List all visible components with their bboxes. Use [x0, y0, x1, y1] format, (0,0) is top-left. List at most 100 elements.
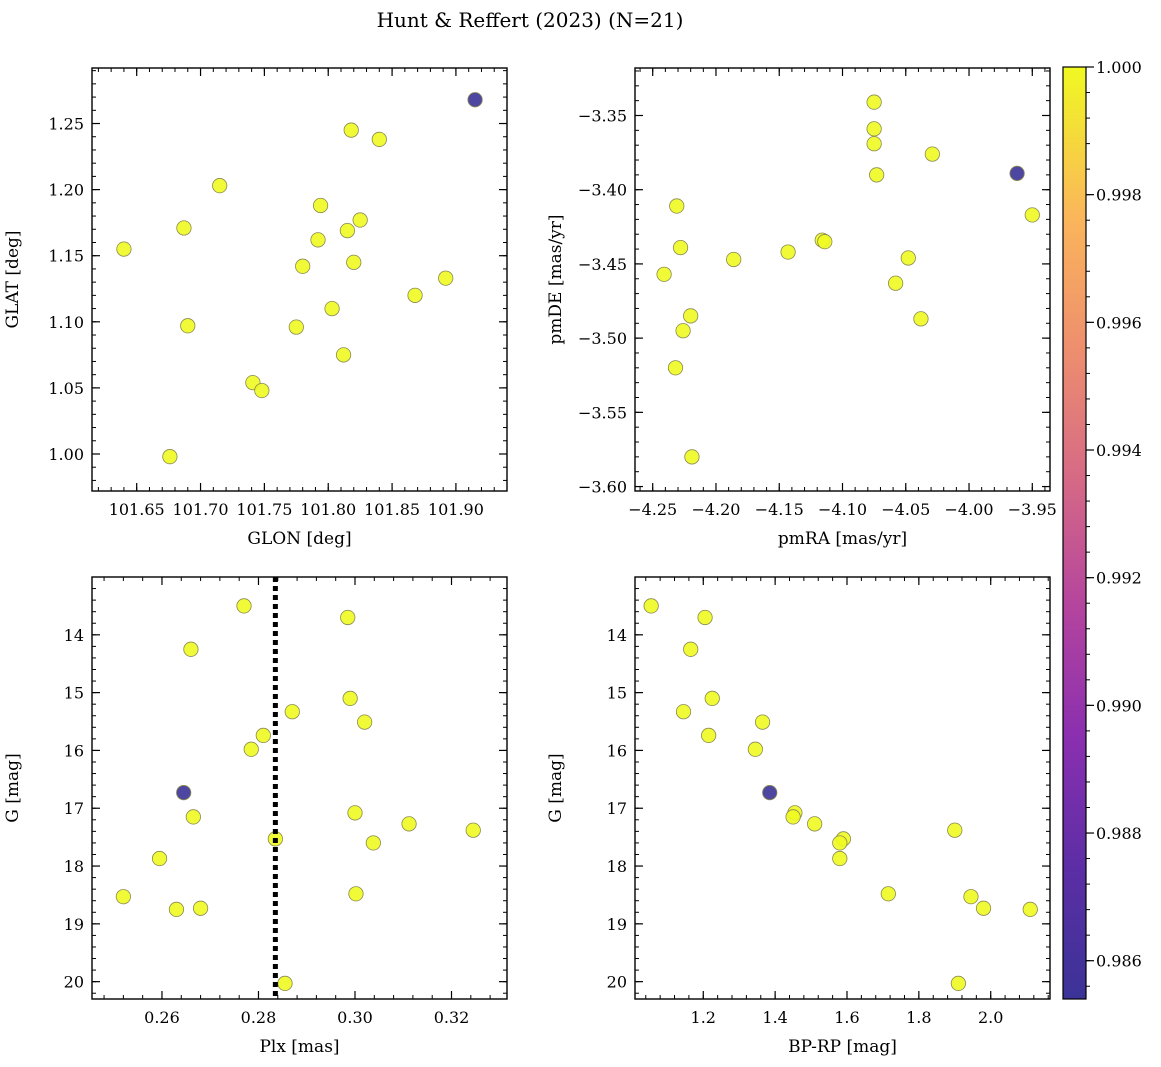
scatter-point	[643, 598, 659, 614]
scatter-point	[888, 275, 904, 291]
y-tick-label: 18	[64, 857, 84, 876]
colorbar-tick-label: 0.988	[1096, 824, 1142, 843]
scatter-point	[243, 741, 259, 757]
scatter-point	[726, 251, 742, 268]
y-tick-label: 1.25	[48, 115, 84, 134]
scatter-point	[747, 741, 763, 757]
scatter-point	[684, 449, 700, 465]
y-tick-label: 1.10	[48, 313, 84, 332]
scatter-point	[192, 900, 209, 916]
plot-frame	[91, 576, 508, 1000]
scatter-point	[880, 886, 896, 902]
scatter-point	[963, 889, 979, 905]
y-tick-label: 1.00	[48, 445, 84, 464]
scatter-point	[212, 178, 228, 194]
x-tick-label: −3.95	[1008, 500, 1057, 519]
x-axis-label: Plx [mas]	[259, 1037, 339, 1057]
scatter-point	[352, 212, 368, 228]
colorbar-tick-label: 1.000	[1096, 58, 1142, 77]
scatter-point	[185, 809, 201, 825]
scatter-point	[176, 220, 192, 236]
y-tick-label: 14	[607, 626, 627, 645]
x-tick-label: 0.28	[241, 1008, 277, 1027]
scatter-point	[284, 704, 300, 720]
x-tick-label: −4.20	[691, 500, 740, 519]
scatter-point	[785, 809, 801, 825]
x-tick-label: −4.15	[755, 500, 804, 519]
y-tick-label: −3.60	[578, 478, 627, 497]
scatter-point	[401, 816, 417, 832]
y-tick-label: 1.15	[48, 247, 84, 266]
colorbar-tick-label: 0.998	[1096, 186, 1142, 205]
x-axis-label: GLON [deg]	[247, 529, 351, 549]
scatter-panel-3: 0.26 0.28 0.30 0.32 14 15 16 17 18 19 20 Plx [mas] G…	[3, 576, 508, 1057]
scatter-point	[288, 319, 304, 335]
scatter-point	[346, 254, 362, 270]
scatter-point	[672, 239, 689, 256]
scatter-point	[683, 308, 699, 324]
scatter-point	[900, 250, 916, 266]
y-tick-label: −3.45	[578, 255, 627, 274]
scatter-point	[183, 641, 199, 657]
scatter-point	[1024, 207, 1040, 223]
scatter-point	[832, 835, 848, 851]
x-tick-label: −4.05	[881, 500, 930, 519]
scatter-point	[407, 287, 423, 303]
x-axis-label: BP-RP [mag]	[788, 1037, 897, 1057]
scatter-point	[754, 714, 771, 730]
scatter-point	[176, 785, 192, 801]
scatter-point	[255, 727, 271, 743]
scatter-point	[236, 598, 252, 614]
colorbar-tick-label: 0.986	[1096, 952, 1142, 971]
x-tick-label: 101.85	[364, 500, 420, 519]
scatter-point	[866, 121, 882, 137]
scatter-point	[340, 609, 356, 626]
scatter-point	[807, 816, 823, 832]
scatter-point	[365, 835, 381, 851]
scatter-point	[115, 889, 131, 905]
scatter-point	[832, 850, 848, 867]
data-layer	[115, 577, 481, 999]
scatter-point	[1009, 165, 1025, 181]
scatter-point	[151, 850, 168, 867]
scatter-point	[950, 975, 966, 991]
x-tick-label: 0.32	[434, 1008, 470, 1027]
x-tick-label: 1.4	[762, 1008, 787, 1027]
y-axis-label: G [mag]	[546, 753, 566, 822]
y-tick-label: 14	[64, 626, 84, 645]
scatter-point	[869, 167, 885, 183]
data-layer	[656, 94, 1040, 465]
scatter-point	[866, 136, 882, 152]
y-tick-label: 20	[64, 973, 84, 992]
y-tick-label: 15	[64, 684, 84, 703]
y-tick-label: 1.20	[48, 181, 84, 200]
scatter-point	[343, 122, 359, 138]
scatter-point	[347, 805, 363, 821]
scatter-point	[669, 198, 685, 214]
y-tick-label: 17	[607, 799, 627, 818]
y-tick-label: 19	[64, 915, 84, 934]
scatter-point	[339, 222, 355, 239]
scatter-point	[675, 323, 691, 339]
scatter-point	[701, 727, 717, 743]
x-tick-label: 101.75	[236, 500, 292, 519]
scatter-point	[780, 244, 796, 260]
y-axis-label: GLAT [deg]	[3, 230, 23, 328]
x-tick-label: 101.65	[109, 500, 165, 519]
scatter-point	[116, 241, 132, 257]
colorbar-tick-label: 0.992	[1096, 569, 1142, 588]
scatter-point	[924, 146, 940, 162]
y-tick-label: 16	[64, 741, 84, 760]
y-tick-label: 15	[607, 684, 627, 703]
x-tick-label: 1.6	[834, 1008, 859, 1027]
x-tick-label: 2.0	[978, 1008, 1003, 1027]
scatter-point	[324, 300, 340, 317]
figure-title: Hunt & Reffert (2023) (N=21)	[377, 8, 684, 32]
scatter-point	[704, 690, 720, 706]
x-tick-label: 101.90	[428, 500, 484, 519]
scatter-point	[254, 382, 270, 399]
x-tick-label: 101.70	[173, 500, 229, 519]
x-tick-label: 1.8	[906, 1008, 931, 1027]
colorbar-gradient	[1062, 66, 1087, 1000]
